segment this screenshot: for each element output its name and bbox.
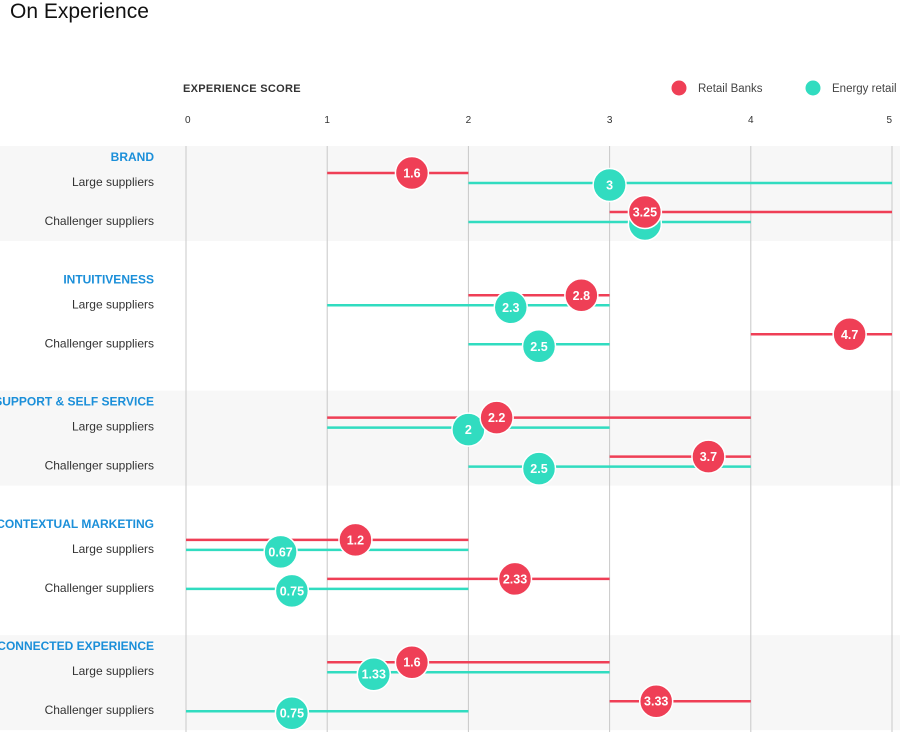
x-axis-title: EXPERIENCE SCORE <box>183 83 301 95</box>
group-label: CONNECTED EXPERIENCE <box>0 639 154 653</box>
group-band <box>0 146 900 241</box>
group-band <box>0 390 900 486</box>
x-tick-label: 4 <box>748 115 754 126</box>
row-label: Challenger suppliers <box>45 703 154 717</box>
retail-banks-value-label: 3.7 <box>700 450 717 464</box>
energy-retail-value-label: 3 <box>606 179 613 193</box>
group-label: CONTEXTUAL MARKETING <box>0 517 154 531</box>
row-label: Challenger suppliers <box>45 214 154 228</box>
energy-retail-value-label: 0.75 <box>280 707 304 721</box>
row-label: Large suppliers <box>72 297 154 311</box>
group-band <box>0 635 900 731</box>
retail-banks-value-label: 1.2 <box>347 533 364 547</box>
legend-label: Energy retail <box>832 83 897 95</box>
page-title: On Experience <box>10 0 149 23</box>
retail-banks-dot <box>394 644 430 680</box>
retail-banks-dot <box>638 683 674 719</box>
x-tick-label: 5 <box>886 115 892 126</box>
retail-banks-value-label: 3.25 <box>633 206 657 220</box>
row-label: Large suppliers <box>72 664 154 678</box>
retail-banks-value-label: 4.7 <box>841 328 858 342</box>
row-label: Large suppliers <box>72 542 154 556</box>
energy-retail-value-label: 2.5 <box>530 462 547 476</box>
retail-banks-value-label: 2.2 <box>488 411 505 425</box>
retail-banks-dot <box>832 317 867 352</box>
retail-banks-value-label: 1.6 <box>403 167 420 181</box>
energy-retail-value-label: 2 <box>465 423 472 437</box>
group-label: INTUITIVENESS <box>63 272 154 286</box>
retail-banks-dot <box>564 278 599 313</box>
energy-retail-dot <box>274 695 310 731</box>
x-tick-label: 0 <box>185 115 191 126</box>
energy-retail-value-label: 0.67 <box>268 545 292 559</box>
energy-retail-dot <box>521 329 557 364</box>
x-tick-label: 2 <box>466 115 472 126</box>
retail-banks-value-label: 1.6 <box>403 656 420 670</box>
retail-banks-value-label: 2.33 <box>503 572 527 586</box>
energy-retail-dot <box>493 290 529 325</box>
group-label: SUPPORT & SELF SERVICE <box>0 395 154 409</box>
retail-banks-dot <box>338 522 373 558</box>
energy-retail-dot <box>263 534 298 570</box>
retail-banks-dot <box>479 400 514 435</box>
legend-swatch <box>671 80 687 96</box>
legend-label: Retail Banks <box>698 83 763 95</box>
energy-retail-dot <box>274 573 310 609</box>
row-label: Challenger suppliers <box>45 336 154 350</box>
group-label: BRAND <box>111 150 155 164</box>
energy-retail-value-label: 1.33 <box>362 668 386 682</box>
retail-banks-dot <box>627 194 663 230</box>
row-label: Challenger suppliers <box>45 459 154 473</box>
x-tick-label: 3 <box>607 115 613 126</box>
energy-retail-dot <box>356 656 392 692</box>
retail-banks-dot <box>497 561 533 597</box>
energy-retail-value-label: 2.3 <box>502 301 519 315</box>
retail-banks-dot <box>691 439 726 474</box>
retail-banks-dot <box>394 155 430 191</box>
energy-retail-value-label: 0.75 <box>280 584 304 598</box>
energy-retail-value-label: 2.5 <box>530 340 547 354</box>
energy-retail-dot <box>521 451 557 486</box>
row-label: Large suppliers <box>72 175 154 189</box>
x-tick-label: 1 <box>324 115 330 126</box>
row-label: Large suppliers <box>72 420 154 434</box>
retail-banks-value-label: 3.33 <box>644 695 668 709</box>
energy-retail-dot <box>592 167 627 203</box>
legend-swatch <box>805 80 821 96</box>
retail-banks-value-label: 2.8 <box>573 289 590 303</box>
row-label: Challenger suppliers <box>45 581 154 595</box>
